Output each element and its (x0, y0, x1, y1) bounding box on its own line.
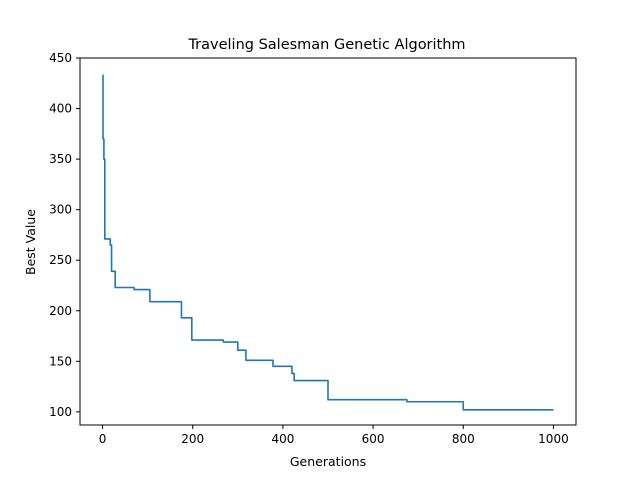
x-tick-label: 600 (362, 432, 385, 446)
y-axis-ticks: 100 150 200 250 300 350 400 450 (49, 51, 80, 419)
y-tick-label: 400 (49, 102, 72, 116)
y-tick-label: 100 (49, 405, 72, 419)
x-tick-label: 1000 (538, 432, 569, 446)
x-axis-label: Generations (290, 454, 366, 469)
y-tick-label: 450 (49, 51, 72, 65)
y-tick-label: 150 (49, 354, 72, 368)
axes-frame (79, 57, 577, 426)
y-tick-label: 300 (49, 203, 72, 217)
x-tick-label: 0 (99, 432, 107, 446)
y-axis-label: Best Value (23, 209, 38, 275)
series-line-0 (102, 74, 554, 411)
x-tick-label: 400 (271, 432, 294, 446)
y-tick-label: 350 (49, 152, 72, 166)
y-tick-label: 250 (49, 253, 72, 267)
chart-title: Traveling Salesman Genetic Algorithm (187, 37, 465, 53)
x-tick-label: 800 (452, 432, 475, 446)
x-tick-label: 200 (181, 432, 204, 446)
x-axis-ticks: 0 200 400 600 800 1000 (99, 425, 569, 446)
plot-area (102, 74, 554, 411)
y-tick-label: 200 (49, 304, 72, 318)
